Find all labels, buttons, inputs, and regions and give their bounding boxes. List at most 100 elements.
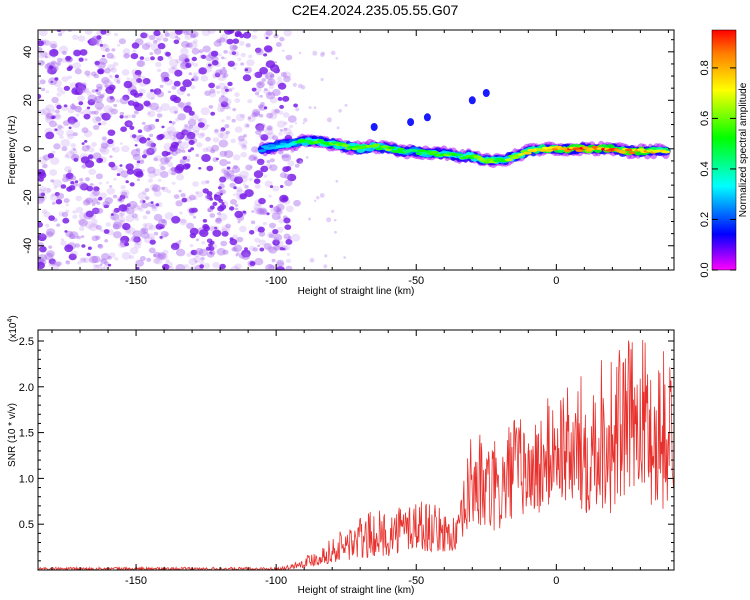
noise-blob bbox=[171, 85, 177, 90]
noise-blob bbox=[236, 252, 240, 255]
noise-blob bbox=[214, 226, 218, 230]
noise-blob bbox=[227, 60, 235, 67]
noise-blob bbox=[267, 125, 273, 131]
noise-blob bbox=[72, 210, 77, 214]
noise-blob bbox=[239, 225, 247, 233]
noise-blob bbox=[139, 256, 146, 261]
noise-blob bbox=[159, 236, 164, 240]
noise-blob bbox=[91, 198, 99, 204]
noise-blob bbox=[40, 192, 46, 197]
noise-blob bbox=[133, 236, 141, 243]
noise-blob bbox=[129, 247, 139, 255]
noise-blob bbox=[334, 230, 337, 234]
noise-blob bbox=[161, 125, 165, 129]
noise-blob bbox=[77, 82, 84, 88]
noise-blob bbox=[64, 230, 68, 233]
noise-blob bbox=[208, 82, 216, 89]
noise-blob bbox=[103, 105, 113, 113]
noise-blob bbox=[96, 83, 103, 90]
noise-blob bbox=[143, 33, 150, 39]
noise-blob bbox=[123, 53, 130, 59]
noise-blob bbox=[181, 40, 190, 48]
noise-blob bbox=[194, 260, 199, 264]
noise-blob bbox=[195, 247, 204, 255]
noise-blob bbox=[50, 260, 57, 266]
noise-blob bbox=[276, 226, 284, 233]
noise-blob bbox=[240, 52, 246, 58]
noise-blob bbox=[104, 239, 109, 243]
noise-blob bbox=[195, 238, 199, 242]
noise-blob bbox=[221, 225, 231, 233]
noise-blob bbox=[81, 244, 86, 248]
noise-blob bbox=[206, 124, 210, 128]
noise-blob bbox=[81, 164, 87, 169]
noise-blob bbox=[101, 253, 110, 261]
noise-blob bbox=[254, 157, 257, 160]
noise-blob bbox=[184, 155, 191, 161]
noise-blob bbox=[80, 111, 84, 114]
noise-blob bbox=[189, 117, 193, 120]
noise-blob bbox=[242, 74, 252, 82]
noise-blob bbox=[100, 258, 108, 264]
noise-blob bbox=[97, 61, 106, 69]
noise-blob bbox=[221, 119, 225, 123]
noise-blob bbox=[174, 69, 183, 77]
noise-blob bbox=[298, 83, 303, 89]
noise-blob bbox=[73, 87, 78, 90]
noise-blob bbox=[251, 146, 259, 153]
noise-blob bbox=[87, 38, 98, 46]
noise-blob bbox=[243, 144, 247, 148]
noise-blob bbox=[208, 225, 216, 231]
noise-blob bbox=[102, 54, 105, 58]
noise-blob bbox=[61, 146, 68, 152]
noise-blob bbox=[146, 147, 155, 156]
noise-blob bbox=[46, 228, 56, 236]
noise-blob bbox=[156, 68, 162, 73]
noise-blob bbox=[280, 71, 287, 78]
noise-blob bbox=[216, 248, 226, 256]
noise-blob bbox=[272, 229, 279, 235]
snr-y-multiplier: (x104) bbox=[7, 315, 19, 342]
noise-blob bbox=[92, 264, 97, 268]
y-tick-label: 0.5 bbox=[19, 519, 34, 531]
track-segment bbox=[637, 148, 646, 152]
noise-blob bbox=[107, 263, 112, 267]
noise-blob bbox=[79, 49, 88, 56]
noise-blob bbox=[226, 166, 231, 170]
noise-blob bbox=[68, 126, 72, 130]
noise-blob bbox=[284, 224, 292, 230]
noise-blob bbox=[238, 175, 248, 183]
noise-blob bbox=[68, 116, 78, 124]
noise-blob bbox=[99, 43, 104, 47]
noise-blob bbox=[265, 36, 269, 40]
noise-blob bbox=[273, 33, 279, 39]
noise-blob bbox=[208, 91, 217, 98]
noise-blob bbox=[232, 247, 239, 253]
noise-blob bbox=[105, 86, 115, 94]
noise-blob bbox=[54, 192, 60, 197]
noise-blob bbox=[253, 72, 258, 77]
noise-blob bbox=[265, 264, 275, 270]
noise-blob bbox=[82, 199, 91, 206]
noise-blob bbox=[250, 220, 256, 225]
noise-blob bbox=[184, 163, 191, 169]
noise-blob bbox=[129, 77, 139, 86]
noise-blob bbox=[80, 156, 90, 164]
noise-blob bbox=[67, 133, 74, 140]
noise-blob bbox=[248, 245, 256, 251]
noise-blob bbox=[118, 208, 123, 212]
noise-blob bbox=[85, 210, 94, 218]
noise-blob bbox=[260, 102, 265, 106]
noise-blob bbox=[143, 148, 152, 156]
noise-blob bbox=[45, 104, 55, 112]
noise-blob bbox=[93, 73, 100, 79]
noise-blob bbox=[209, 205, 215, 210]
noise-blob bbox=[61, 211, 69, 218]
noise-blob bbox=[188, 61, 195, 66]
noise-blob bbox=[144, 139, 155, 147]
noise-blob bbox=[112, 216, 116, 220]
noise-blob bbox=[67, 75, 72, 80]
noise-blob bbox=[208, 105, 214, 109]
noise-blob bbox=[173, 131, 182, 138]
